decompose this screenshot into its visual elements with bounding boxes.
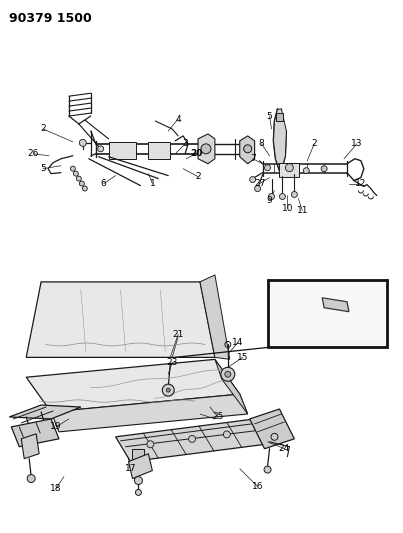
Text: 13: 13 — [351, 139, 363, 148]
Text: 15: 15 — [237, 353, 249, 362]
Text: 27: 27 — [254, 179, 265, 188]
Circle shape — [98, 146, 104, 152]
Text: 26: 26 — [27, 149, 39, 158]
Polygon shape — [274, 109, 287, 171]
Text: 6: 6 — [101, 179, 106, 188]
Bar — [109, 142, 137, 159]
Bar — [279, 163, 299, 176]
Circle shape — [166, 388, 170, 392]
Text: 5: 5 — [267, 111, 272, 120]
Circle shape — [244, 145, 251, 153]
Bar — [148, 142, 170, 159]
Circle shape — [27, 474, 35, 482]
Text: 17: 17 — [125, 464, 136, 473]
Text: 2: 2 — [40, 124, 46, 133]
Circle shape — [268, 193, 274, 199]
Text: 10: 10 — [282, 204, 293, 213]
Text: 11: 11 — [297, 206, 308, 215]
Text: 7: 7 — [250, 154, 256, 163]
Circle shape — [189, 435, 195, 442]
Polygon shape — [116, 419, 270, 462]
Circle shape — [147, 441, 154, 448]
Polygon shape — [21, 434, 39, 459]
Circle shape — [271, 433, 278, 440]
Text: 5: 5 — [40, 164, 46, 173]
Text: 20: 20 — [190, 149, 202, 158]
Circle shape — [135, 477, 142, 484]
Circle shape — [264, 466, 271, 473]
Circle shape — [76, 176, 81, 181]
Text: 23: 23 — [166, 358, 178, 367]
Circle shape — [285, 164, 293, 172]
Polygon shape — [26, 282, 215, 357]
Circle shape — [73, 171, 78, 176]
Polygon shape — [129, 454, 152, 479]
Circle shape — [201, 144, 211, 154]
Circle shape — [321, 166, 327, 172]
Circle shape — [223, 431, 230, 438]
Polygon shape — [9, 405, 81, 419]
Polygon shape — [322, 298, 349, 312]
Circle shape — [82, 186, 87, 191]
Text: 24: 24 — [279, 444, 290, 453]
Polygon shape — [198, 134, 215, 164]
Circle shape — [264, 165, 270, 171]
Text: 14: 14 — [232, 338, 243, 347]
Text: 4: 4 — [175, 115, 181, 124]
Text: 3: 3 — [182, 139, 188, 148]
Bar — [133, 449, 144, 459]
Circle shape — [255, 185, 261, 191]
Bar — [268, 280, 387, 348]
Circle shape — [303, 168, 309, 174]
Polygon shape — [250, 409, 294, 449]
Polygon shape — [200, 275, 230, 359]
Polygon shape — [11, 419, 59, 447]
Circle shape — [250, 176, 256, 183]
Circle shape — [221, 367, 235, 381]
Circle shape — [162, 384, 174, 396]
Polygon shape — [51, 394, 248, 432]
Circle shape — [71, 166, 75, 171]
Bar — [276, 113, 283, 121]
Circle shape — [79, 181, 84, 186]
Text: 1: 1 — [150, 179, 155, 188]
Polygon shape — [215, 359, 248, 414]
Circle shape — [225, 372, 231, 377]
Polygon shape — [26, 359, 240, 412]
Text: 22: 22 — [339, 284, 350, 293]
Text: 25: 25 — [212, 413, 224, 422]
Text: 18: 18 — [50, 484, 62, 493]
Text: 8: 8 — [259, 139, 264, 148]
Text: 16: 16 — [252, 482, 264, 491]
Text: 21: 21 — [172, 330, 184, 339]
Text: 9: 9 — [267, 196, 272, 205]
Text: 19: 19 — [50, 422, 62, 431]
Text: 12: 12 — [355, 179, 367, 188]
Text: 90379 1500: 90379 1500 — [9, 12, 92, 25]
Polygon shape — [240, 136, 255, 164]
Text: 2: 2 — [195, 172, 201, 181]
Text: 2: 2 — [312, 139, 317, 148]
Circle shape — [79, 140, 86, 147]
Circle shape — [135, 489, 141, 495]
Circle shape — [279, 193, 285, 199]
Circle shape — [291, 191, 297, 198]
